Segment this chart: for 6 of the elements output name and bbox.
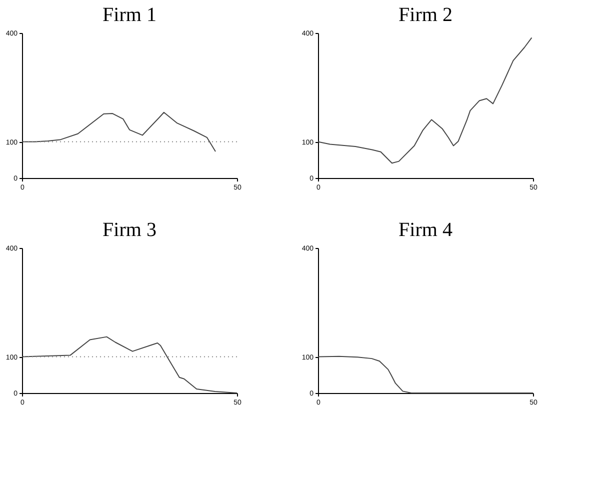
chart-title: Firm 1 [102, 4, 156, 26]
chart-title: Firm 3 [102, 219, 156, 241]
chart-title: Firm 4 [398, 219, 452, 241]
line-series [22, 112, 216, 152]
chart-title: Firm 2 [398, 4, 452, 26]
line-series [318, 37, 532, 164]
